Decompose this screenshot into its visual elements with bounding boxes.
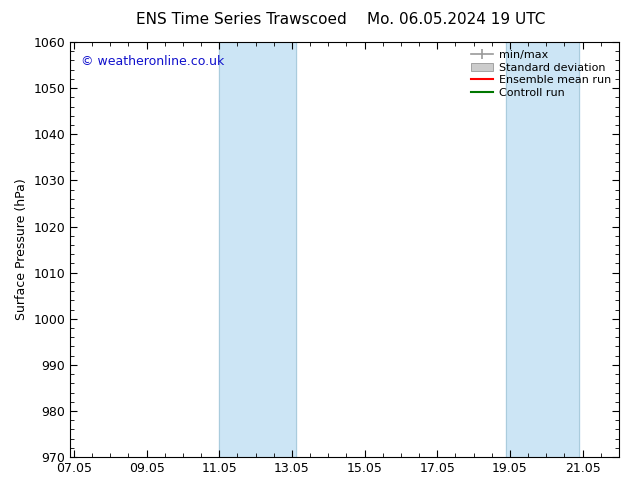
Y-axis label: Surface Pressure (hPa): Surface Pressure (hPa) bbox=[15, 179, 28, 320]
Text: ENS Time Series Trawscoed: ENS Time Series Trawscoed bbox=[136, 12, 346, 27]
Text: Mo. 06.05.2024 19 UTC: Mo. 06.05.2024 19 UTC bbox=[367, 12, 546, 27]
Legend: min/max, Standard deviation, Ensemble mean run, Controll run: min/max, Standard deviation, Ensemble me… bbox=[469, 48, 614, 100]
Bar bbox=[507, 42, 579, 457]
Text: © weatheronline.co.uk: © weatheronline.co.uk bbox=[81, 54, 224, 68]
Bar bbox=[219, 42, 295, 457]
